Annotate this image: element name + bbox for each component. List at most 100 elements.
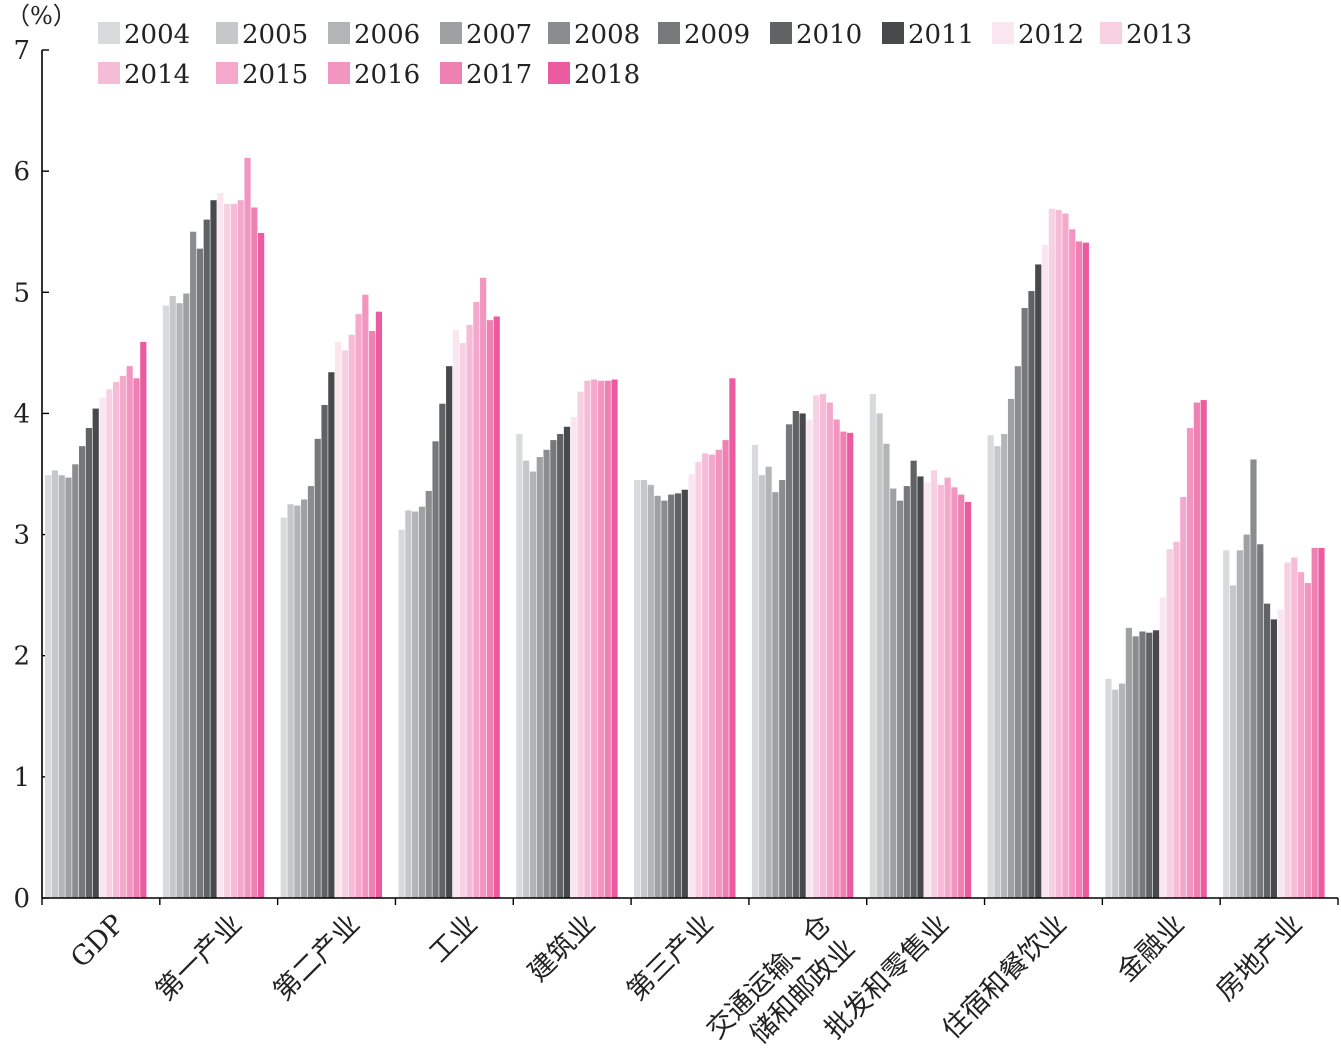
- bar-2015-8: [1062, 213, 1069, 899]
- legend-swatch: [548, 22, 570, 44]
- bar-2014-8: [1055, 209, 1062, 898]
- bar-2017-9: [1193, 402, 1200, 898]
- bar-2008-0: [72, 464, 79, 898]
- bar-2009-2: [314, 438, 321, 898]
- bar-2005-7: [876, 413, 883, 898]
- bar-2013-4: [577, 391, 584, 898]
- bar-2008-6: [779, 480, 786, 898]
- bar-2017-7: [958, 494, 965, 898]
- bar-2006-10: [1236, 550, 1243, 898]
- bar-2004-5: [634, 480, 641, 898]
- x-category-label-line: GDP: [65, 909, 130, 974]
- bar-2010-9: [1146, 632, 1153, 898]
- legend-item-2017: 2017: [440, 60, 532, 90]
- bar-2017-5: [722, 440, 729, 898]
- legend-swatch: [1100, 22, 1122, 44]
- bar-2018-5: [729, 378, 736, 898]
- y-tick-label: 5: [13, 278, 30, 308]
- legend-swatch: [328, 22, 350, 44]
- legend-swatch: [216, 62, 238, 84]
- bar-2014-10: [1291, 557, 1298, 898]
- legend-label: 2006: [354, 20, 420, 50]
- legend-label: 2004: [124, 20, 190, 50]
- bar-2013-2: [341, 350, 349, 898]
- bar-2007-6: [772, 492, 779, 898]
- bar-2011-7: [917, 476, 924, 898]
- bar-2014-7: [937, 484, 944, 898]
- legend-item-2014: 2014: [98, 60, 190, 90]
- legend-item-2004: 2004: [98, 20, 190, 50]
- x-category-label-line: 第二产业: [268, 909, 366, 1007]
- bar-2015-10: [1297, 572, 1305, 898]
- bar-2005-10: [1229, 585, 1237, 898]
- bar-2011-1: [210, 200, 217, 899]
- bar-2007-7: [890, 488, 897, 898]
- legend-label: 2009: [684, 20, 750, 50]
- x-category-label-line: 房地产业: [1210, 909, 1308, 1007]
- legend-label: 2018: [574, 60, 640, 90]
- x-category-label: 工业: [424, 909, 484, 969]
- bar-2007-10: [1243, 534, 1250, 898]
- x-category-label: 第三产业: [621, 909, 719, 1007]
- bar-2007-0: [65, 477, 72, 898]
- legend-label: 2012: [1018, 20, 1084, 50]
- legend-label: 2007: [466, 20, 532, 50]
- bar-2015-9: [1180, 497, 1187, 898]
- bar-2011-9: [1152, 630, 1160, 898]
- bar-2006-4: [529, 471, 537, 898]
- bar-2004-6: [751, 444, 759, 898]
- legend-swatch: [328, 62, 350, 84]
- bar-2004-4: [516, 434, 523, 898]
- bar-2017-8: [1075, 241, 1083, 898]
- y-axis-unit-label: （%）: [6, 2, 77, 30]
- bar-2016-5: [715, 449, 722, 898]
- legend-swatch: [548, 62, 570, 84]
- bar-2017-10: [1311, 547, 1318, 898]
- bar-2007-8: [1007, 398, 1015, 898]
- bar-2016-9: [1186, 427, 1194, 898]
- bar-2017-2: [369, 331, 376, 898]
- bar-2004-0: [45, 475, 52, 898]
- x-category-label-line: 金融业: [1112, 909, 1191, 988]
- bar-2009-4: [550, 440, 557, 898]
- bar-2018-9: [1200, 400, 1207, 898]
- bar-2018-8: [1082, 242, 1089, 898]
- x-category-label-line: 工业: [424, 909, 484, 969]
- y-tick-label: 0: [13, 884, 30, 914]
- bar-2008-1: [190, 231, 197, 898]
- x-category-label: GDP: [65, 909, 130, 974]
- bar-2012-2: [335, 341, 342, 898]
- legend-swatch: [992, 22, 1014, 44]
- bar-2011-2: [328, 372, 335, 898]
- bar-2012-10: [1277, 609, 1284, 898]
- bar-2009-10: [1257, 544, 1264, 898]
- x-category-label: 金融业: [1112, 909, 1191, 988]
- y-tick-label: 6: [13, 157, 30, 187]
- bar-2009-9: [1139, 631, 1146, 898]
- y-axis: 0 1 2 3 4 5 6 7: [13, 36, 49, 914]
- bar-2018-7: [964, 501, 972, 898]
- bar-2014-0: [113, 381, 120, 898]
- bar-2014-4: [584, 380, 591, 899]
- bar-2006-8: [1001, 434, 1008, 898]
- bar-2005-6: [758, 475, 765, 898]
- bar-2010-4: [557, 434, 564, 898]
- bar-2005-1: [169, 295, 176, 898]
- legend: 2004 2005 2006 2007 2008 2009 2010 2011 2012 2013…: [98, 20, 1192, 90]
- legend-item-2006: 2006: [328, 20, 420, 50]
- legend-swatch: [658, 22, 680, 44]
- x-category-label-line: 批发和零售业: [819, 909, 955, 1045]
- bar-2012-7: [924, 482, 931, 898]
- bar-2007-3: [418, 506, 426, 898]
- bar-2007-1: [183, 293, 190, 898]
- bar-2005-0: [51, 470, 58, 898]
- x-category-label: 住宿和餐饮业: [936, 909, 1072, 1045]
- bar-2017-0: [133, 378, 140, 898]
- bar-2006-2: [294, 505, 301, 898]
- legend-swatch: [440, 62, 462, 84]
- legend-swatch: [440, 22, 462, 44]
- bar-2016-3: [480, 277, 487, 898]
- bar-2013-7: [930, 470, 938, 898]
- bar-2009-6: [785, 424, 793, 898]
- legend-item-2008: 2008: [548, 20, 640, 50]
